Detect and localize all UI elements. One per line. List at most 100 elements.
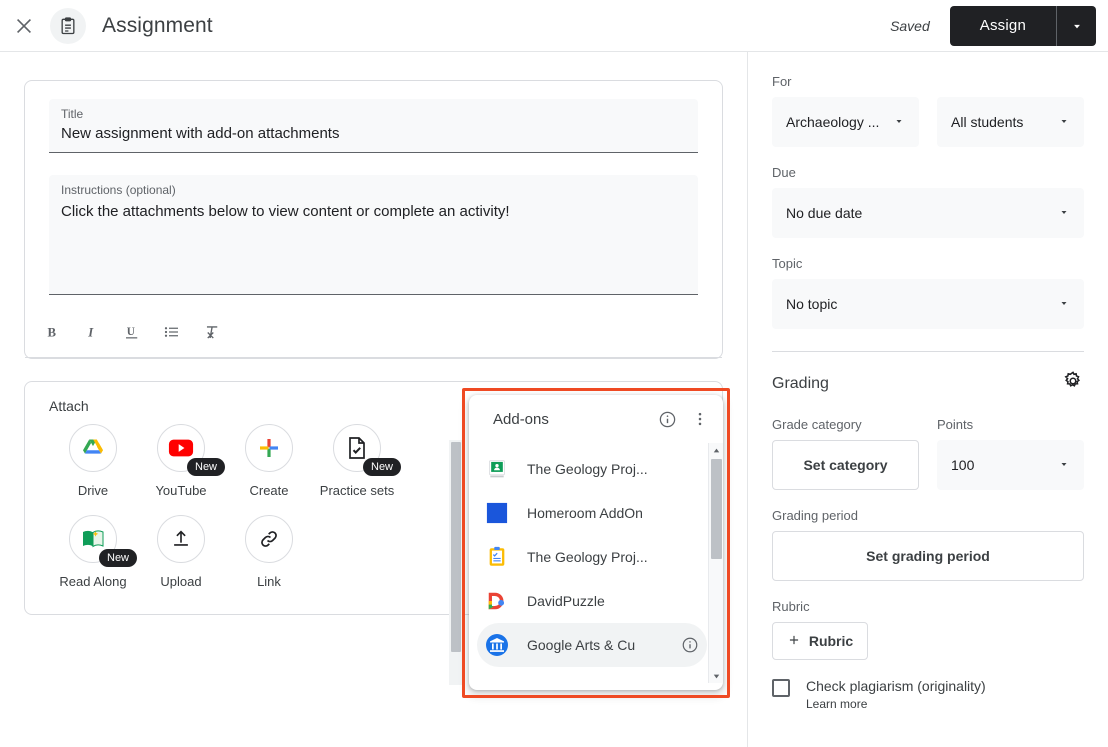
google-arts-culture-icon [485,633,509,657]
clipboard-icon [50,7,86,44]
assign-dropdown-chevron-down-icon[interactable] [1056,5,1096,46]
close-icon[interactable] [12,14,36,38]
topic-select[interactable]: No topic [772,279,1084,329]
more-vert-icon[interactable] [691,410,709,428]
course-select[interactable]: Archaeology ... [772,97,919,147]
title-label: Title [61,107,84,121]
addon-item-homeroom[interactable]: Homeroom AddOn [477,491,707,535]
attach-row-1: Drive New YouTube [49,424,698,501]
addons-popup: Add-ons [469,395,723,690]
attach-label: Upload [160,574,202,590]
course-value: Archaeology ... [786,114,880,130]
homeroom-blue-square-icon [485,501,509,525]
grading-period-label: Grading period [772,508,858,523]
points-select[interactable]: 100 [937,440,1084,490]
details-card: Title New assignment with add-on attachm… [24,80,723,359]
link-icon [245,515,293,564]
chevron-down-icon [1058,114,1070,130]
bulleted-list-icon[interactable] [159,319,185,345]
grading-header: Grading [772,370,1084,397]
for-label: For [772,74,792,89]
addon-item-google-arts-culture[interactable]: Google Arts & Cu [477,623,707,667]
title-value: New assignment with add-on attachments [61,125,340,142]
addon-name: The Geology Proj... [527,461,648,477]
topic-value: No topic [786,296,838,312]
students-select[interactable]: All students [937,97,1084,147]
grade-row: Grade category Set category Points 100 [772,417,1084,490]
attach-item-practice-sets[interactable]: New Practice sets [313,424,402,501]
davidpuzzle-d-icon [485,589,509,613]
points-label: Points [937,417,974,432]
svg-text:U: U [127,326,135,338]
underline-icon[interactable]: U [119,319,145,345]
title-input[interactable]: Title New assignment with add-on attachm… [49,99,698,153]
attach-row-2: New Read Along Upload [49,515,698,592]
plus-icon [787,633,801,650]
addon-item-davidpuzzle[interactable]: DavidPuzzle [477,579,707,623]
addons-header: Add-ons [469,395,723,443]
plagiarism-checkbox[interactable] [772,679,790,697]
new-badge: New [99,549,138,568]
add-rubric-button[interactable]: Rubric [772,622,868,660]
page-title: Assignment [102,13,213,37]
assign-button[interactable]: Assign [949,5,1056,46]
divider [772,351,1084,352]
info-icon[interactable] [681,636,699,654]
instructions-label: Instructions (optional) [61,183,176,197]
create-plus-icon [245,424,293,472]
scroll-down-arrow-icon[interactable] [711,669,722,683]
due-date-select[interactable]: No due date [772,188,1084,238]
attach-item-read-along[interactable]: New Read Along [49,515,138,592]
addon-name: Homeroom AddOn [527,505,643,521]
grade-category-label: Grade category [772,417,862,432]
attach-label: Link [257,574,281,590]
scrollbar-thumb[interactable] [451,442,461,652]
students-value: All students [951,114,1024,130]
attach-item-youtube[interactable]: New YouTube [137,424,226,501]
attach-item-drive[interactable]: Drive [49,424,137,501]
attach-label: YouTube [155,483,207,498]
attach-item-create[interactable]: Create [225,424,313,501]
scroll-up-arrow-icon[interactable] [711,443,722,457]
saved-status: Saved [890,17,930,34]
chevron-down-icon [1058,296,1070,312]
attach-item-link[interactable]: Link [225,515,313,592]
attach-label: Practice sets [319,483,395,498]
set-grading-period-button[interactable]: Set grading period [772,531,1084,581]
italic-icon[interactable]: I [79,319,105,345]
addon-name: DavidPuzzle [527,593,605,609]
chevron-down-icon [1058,457,1070,473]
scrollbar-thumb[interactable] [711,459,722,559]
addons-scrollbar[interactable] [708,443,723,683]
new-badge: New [363,458,402,477]
app-header: Assignment Saved Assign [0,0,1108,52]
chevron-down-icon [893,114,905,130]
info-icon[interactable] [658,410,677,429]
clear-formatting-icon[interactable] [199,319,225,345]
upload-icon [157,515,205,564]
attach-item-upload[interactable]: Upload [137,515,225,592]
addon-item-geology-classroom[interactable]: The Geology Proj... [477,447,707,491]
bold-icon[interactable]: B [39,319,65,345]
scrollbar-track[interactable] [709,457,723,669]
set-category-button[interactable]: Set category [772,440,919,490]
rubric-button-label: Rubric [808,633,854,649]
gear-icon[interactable] [1062,370,1084,397]
addon-item-geology-clipboard[interactable]: The Geology Proj... [477,535,707,579]
learn-more-link[interactable]: Learn more [806,697,868,711]
grading-title: Grading [772,374,829,392]
assignment-settings-panel: For Archaeology ... All students Due No … [748,52,1108,747]
attach-label: Create [249,483,289,498]
attach-label: Read Along [59,574,127,590]
chevron-down-icon [1058,205,1070,221]
attach-scrollbar[interactable] [449,440,463,685]
new-badge: New [187,458,226,477]
svg-text:I: I [87,326,94,340]
instructions-input[interactable]: Instructions (optional) Click the attach… [49,175,698,295]
google-drive-icon [69,424,117,472]
topic-label: Topic [772,256,803,271]
addon-name: The Geology Proj... [527,549,648,565]
addons-title: Add-ons [493,410,549,428]
attach-label: Drive [77,483,109,498]
